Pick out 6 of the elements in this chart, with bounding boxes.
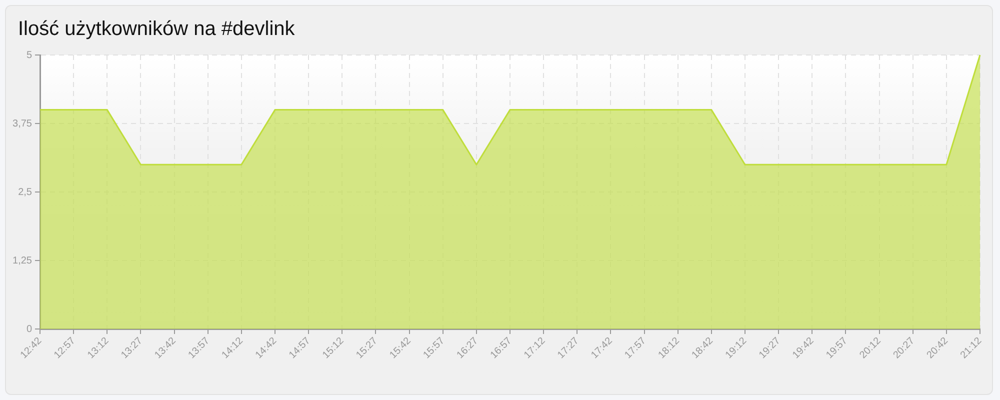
y-tick-label: 1,25 — [12, 255, 32, 266]
chart-title: Ilość użytkowników na #devlink — [18, 17, 295, 41]
y-tick-label: 3,75 — [12, 118, 32, 130]
y-tick-label: 5 — [26, 50, 32, 61]
y-tick-label: 0 — [26, 324, 32, 335]
y-tick-label: 2,5 — [18, 186, 32, 198]
